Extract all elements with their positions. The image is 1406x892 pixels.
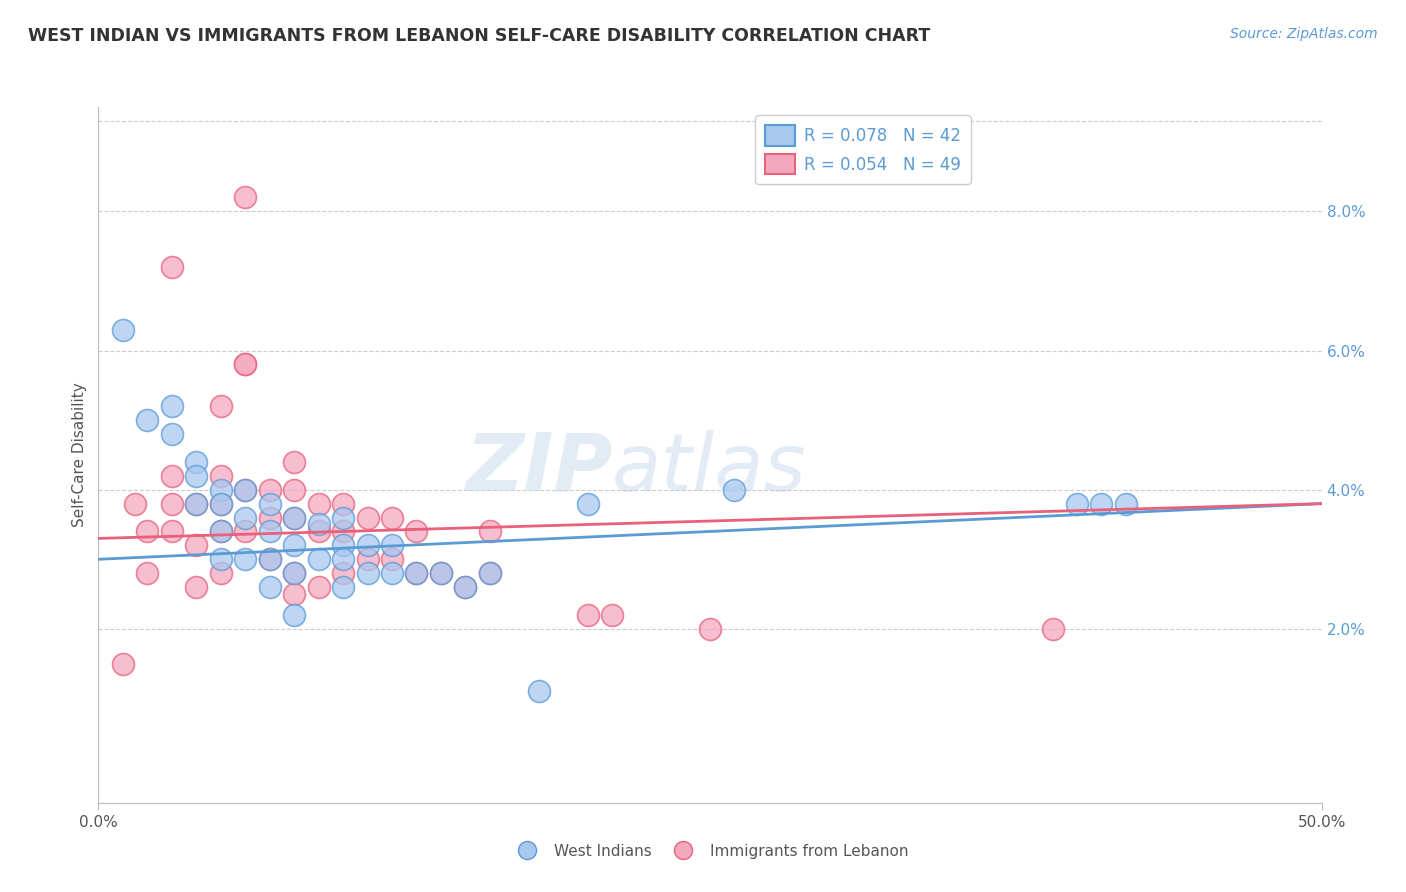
Point (209, 566, 232, 581)
Point (111, 657, 134, 671)
Point (723, 483, 745, 497)
Point (283, 607, 305, 622)
Point (430, 566, 453, 581)
Text: ZIP: ZIP (465, 430, 612, 508)
Point (283, 510, 305, 524)
Text: Source: ZipAtlas.com: Source: ZipAtlas.com (1230, 27, 1378, 41)
Point (600, 607, 623, 622)
Point (186, 497, 208, 511)
Point (308, 524, 330, 539)
Point (356, 538, 378, 552)
Point (160, 260, 183, 274)
Point (186, 455, 208, 469)
Point (124, 497, 146, 511)
Point (405, 566, 427, 581)
Point (136, 413, 159, 427)
Point (233, 483, 256, 497)
Point (259, 552, 281, 566)
Point (308, 580, 330, 594)
Point (209, 524, 232, 539)
Point (356, 510, 378, 524)
Point (136, 566, 159, 581)
Legend: West Indians, Immigrants from Lebanon: West Indians, Immigrants from Lebanon (505, 838, 915, 864)
Point (308, 517, 330, 532)
Point (405, 566, 427, 581)
Point (233, 483, 256, 497)
Point (186, 497, 208, 511)
Point (332, 524, 354, 539)
Point (1090, 497, 1112, 511)
Point (332, 552, 354, 566)
Point (259, 483, 281, 497)
Point (233, 552, 256, 566)
Point (381, 538, 404, 552)
Point (454, 580, 477, 594)
Point (283, 510, 305, 524)
Point (478, 566, 501, 581)
Point (233, 358, 256, 372)
Point (478, 566, 501, 581)
Point (332, 538, 354, 552)
Point (332, 566, 354, 581)
Point (576, 607, 599, 622)
Point (209, 552, 232, 566)
Point (381, 510, 404, 524)
Point (160, 427, 183, 442)
Point (233, 358, 256, 372)
Point (209, 483, 232, 497)
Point (259, 552, 281, 566)
Point (527, 684, 550, 698)
Point (160, 399, 183, 413)
Point (209, 524, 232, 539)
Point (259, 580, 281, 594)
Point (209, 399, 232, 413)
Point (332, 580, 354, 594)
Point (308, 552, 330, 566)
Point (381, 552, 404, 566)
Point (259, 497, 281, 511)
Point (478, 524, 501, 539)
Point (283, 566, 305, 581)
Point (576, 497, 599, 511)
Point (283, 587, 305, 601)
Point (699, 622, 721, 636)
Point (233, 510, 256, 524)
Text: WEST INDIAN VS IMMIGRANTS FROM LEBANON SELF-CARE DISABILITY CORRELATION CHART: WEST INDIAN VS IMMIGRANTS FROM LEBANON S… (28, 27, 931, 45)
Y-axis label: Self-Care Disability: Self-Care Disability (72, 383, 87, 527)
Point (160, 524, 183, 539)
Point (1115, 497, 1137, 511)
Point (160, 497, 183, 511)
Point (186, 468, 208, 483)
Point (356, 552, 378, 566)
Point (283, 538, 305, 552)
Point (283, 455, 305, 469)
Point (356, 566, 378, 581)
Point (430, 566, 453, 581)
Point (186, 538, 208, 552)
Point (259, 524, 281, 539)
Point (186, 580, 208, 594)
Point (160, 468, 183, 483)
Point (1042, 622, 1064, 636)
Point (209, 497, 232, 511)
Point (405, 524, 427, 539)
Point (233, 190, 256, 204)
Point (233, 524, 256, 539)
Point (209, 468, 232, 483)
Text: atlas: atlas (612, 430, 807, 508)
Point (209, 497, 232, 511)
Point (283, 483, 305, 497)
Point (332, 497, 354, 511)
Point (136, 524, 159, 539)
Point (454, 580, 477, 594)
Point (381, 566, 404, 581)
Point (332, 510, 354, 524)
Point (283, 566, 305, 581)
Point (1066, 497, 1088, 511)
Point (111, 323, 134, 337)
Point (259, 510, 281, 524)
Point (308, 497, 330, 511)
